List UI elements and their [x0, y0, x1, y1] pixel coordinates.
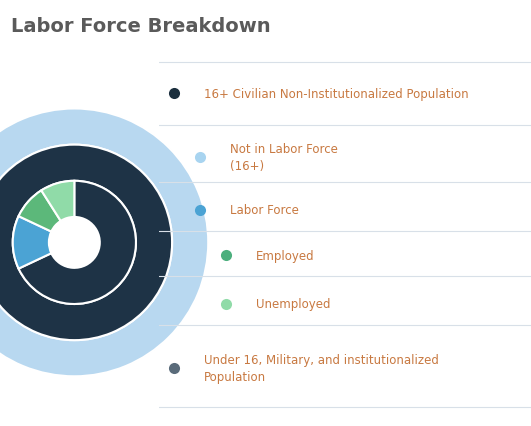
Text: 16+ Civilian Non-Institutionalized Population: 16+ Civilian Non-Institutionalized Popul… — [204, 88, 468, 101]
Text: Not in Labor Force
(16+): Not in Labor Force (16+) — [230, 143, 338, 173]
Wedge shape — [0, 145, 172, 340]
Wedge shape — [19, 191, 61, 232]
Wedge shape — [19, 181, 136, 304]
Wedge shape — [0, 109, 208, 377]
Text: Under 16, Military, and institutionalized
Population: Under 16, Military, and institutionalize… — [204, 353, 439, 383]
Text: Labor Force: Labor Force — [230, 204, 299, 217]
Text: Unemployed: Unemployed — [256, 298, 330, 311]
Text: Labor Force Breakdown: Labor Force Breakdown — [11, 17, 270, 36]
Wedge shape — [41, 181, 74, 222]
Text: Employed: Employed — [256, 249, 314, 262]
Wedge shape — [13, 217, 52, 269]
